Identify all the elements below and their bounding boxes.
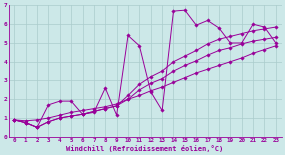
X-axis label: Windchill (Refroidissement éolien,°C): Windchill (Refroidissement éolien,°C) (66, 144, 224, 152)
